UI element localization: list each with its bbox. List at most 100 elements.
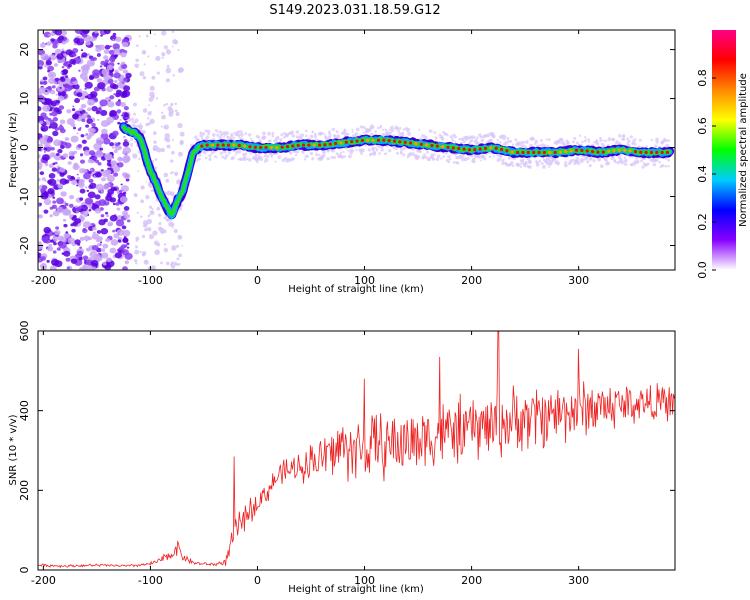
noise-blob <box>52 43 58 49</box>
noise-blob <box>64 137 70 141</box>
noise-blob <box>119 118 122 121</box>
ridge-halo <box>453 135 457 139</box>
ridge-halo <box>407 131 412 136</box>
ridge-halo <box>448 157 452 161</box>
noise-blob <box>117 162 124 168</box>
noise-blob <box>93 143 102 151</box>
noise-blob <box>56 53 64 60</box>
ridge-halo <box>564 160 568 164</box>
noise-blob <box>43 198 52 206</box>
ridge-halo <box>336 134 340 138</box>
noise-blob <box>102 243 109 249</box>
noise-blob <box>109 109 118 117</box>
noise-blob <box>63 223 68 228</box>
ridge-halo <box>254 153 258 157</box>
noise-blob <box>161 30 167 36</box>
ridge-halo <box>355 127 360 132</box>
noise-blob <box>116 191 120 194</box>
noise-blob <box>100 120 109 128</box>
noise-blob <box>67 266 70 270</box>
noise-blob <box>158 222 162 226</box>
ridge-halo <box>655 158 659 162</box>
ridge-halo <box>618 134 622 138</box>
ridge-halo <box>311 130 314 133</box>
noise-blob <box>112 43 120 50</box>
ridge-halo <box>290 130 294 135</box>
noise-blob <box>174 102 177 106</box>
noise-blob <box>107 224 110 227</box>
ridge-halo <box>326 157 330 161</box>
noise-blob <box>53 81 58 85</box>
ridge-halo <box>630 163 633 166</box>
ridge-halo <box>248 133 252 137</box>
ridge-core-point <box>216 143 220 147</box>
colorbar-scale <box>712 30 736 270</box>
noise-blob <box>100 248 106 252</box>
ridge-halo <box>500 137 503 140</box>
noise-blob <box>90 168 93 171</box>
noise-blob <box>84 197 93 205</box>
ridge-halo <box>552 157 557 162</box>
noise-blob <box>79 216 85 221</box>
ridge-halo <box>382 128 385 132</box>
noise-blob <box>110 74 114 78</box>
ridge-core-point <box>387 138 391 143</box>
ridge-halo <box>484 134 488 138</box>
noise-blob <box>164 133 170 139</box>
ridge-halo <box>263 135 267 139</box>
noise-blob <box>117 156 123 162</box>
noise-blob <box>52 196 56 199</box>
ridge-halo <box>208 158 212 161</box>
ridge-halo <box>601 143 605 147</box>
noise-blob <box>155 45 158 48</box>
ridge-halo <box>315 153 318 157</box>
noise-blob <box>47 85 52 90</box>
noise-blob <box>47 138 51 141</box>
ridge-halo <box>556 161 560 166</box>
noise-blob <box>122 229 131 237</box>
noise-blob <box>142 76 147 80</box>
ridge-halo <box>303 158 307 161</box>
ridge-halo <box>201 132 206 136</box>
y-tick-label: -10 <box>18 188 31 206</box>
ridge-halo <box>256 160 259 164</box>
ridge-core-point <box>617 148 621 152</box>
ridge-halo <box>635 159 640 164</box>
noise-blob <box>150 265 156 270</box>
noise-blob <box>97 52 101 56</box>
noise-blob <box>118 189 123 193</box>
ridge-core-point <box>280 145 284 149</box>
noise-blob <box>84 95 89 99</box>
ridge-halo <box>596 142 600 146</box>
ridge-halo <box>135 124 138 128</box>
noise-blob <box>62 209 70 216</box>
noise-blob <box>85 124 90 128</box>
noise-blob <box>181 245 184 247</box>
noise-blob <box>41 128 45 132</box>
x-tick-label: -100 <box>138 274 163 287</box>
noise-blob <box>155 55 161 61</box>
noise-blob <box>81 139 87 144</box>
noise-blob <box>103 218 108 223</box>
noise-blob <box>109 180 113 183</box>
noise-blob <box>163 243 167 246</box>
ridge-core-point <box>521 150 525 155</box>
ridge-halo <box>374 146 377 149</box>
x-tick-label: 300 <box>568 574 589 587</box>
ridge-halo <box>547 137 551 141</box>
ridge-halo <box>428 158 431 162</box>
ridge-halo <box>333 155 337 159</box>
ridge-core-point <box>639 150 643 154</box>
ridge-halo <box>374 130 378 133</box>
spectrogram-frame <box>37 29 676 271</box>
noise-blob <box>172 138 175 142</box>
ridge-halo <box>347 133 350 136</box>
y-tick-label: 0 <box>18 144 31 151</box>
snr-y-axis-label: SNR (10 * v/v) <box>8 414 19 485</box>
noise-blob <box>148 214 151 217</box>
noise-blob <box>176 257 180 261</box>
noise-blob <box>123 205 130 211</box>
ridge-core-point <box>590 149 595 154</box>
noise-blob <box>122 146 132 154</box>
noise-blob <box>59 119 66 125</box>
